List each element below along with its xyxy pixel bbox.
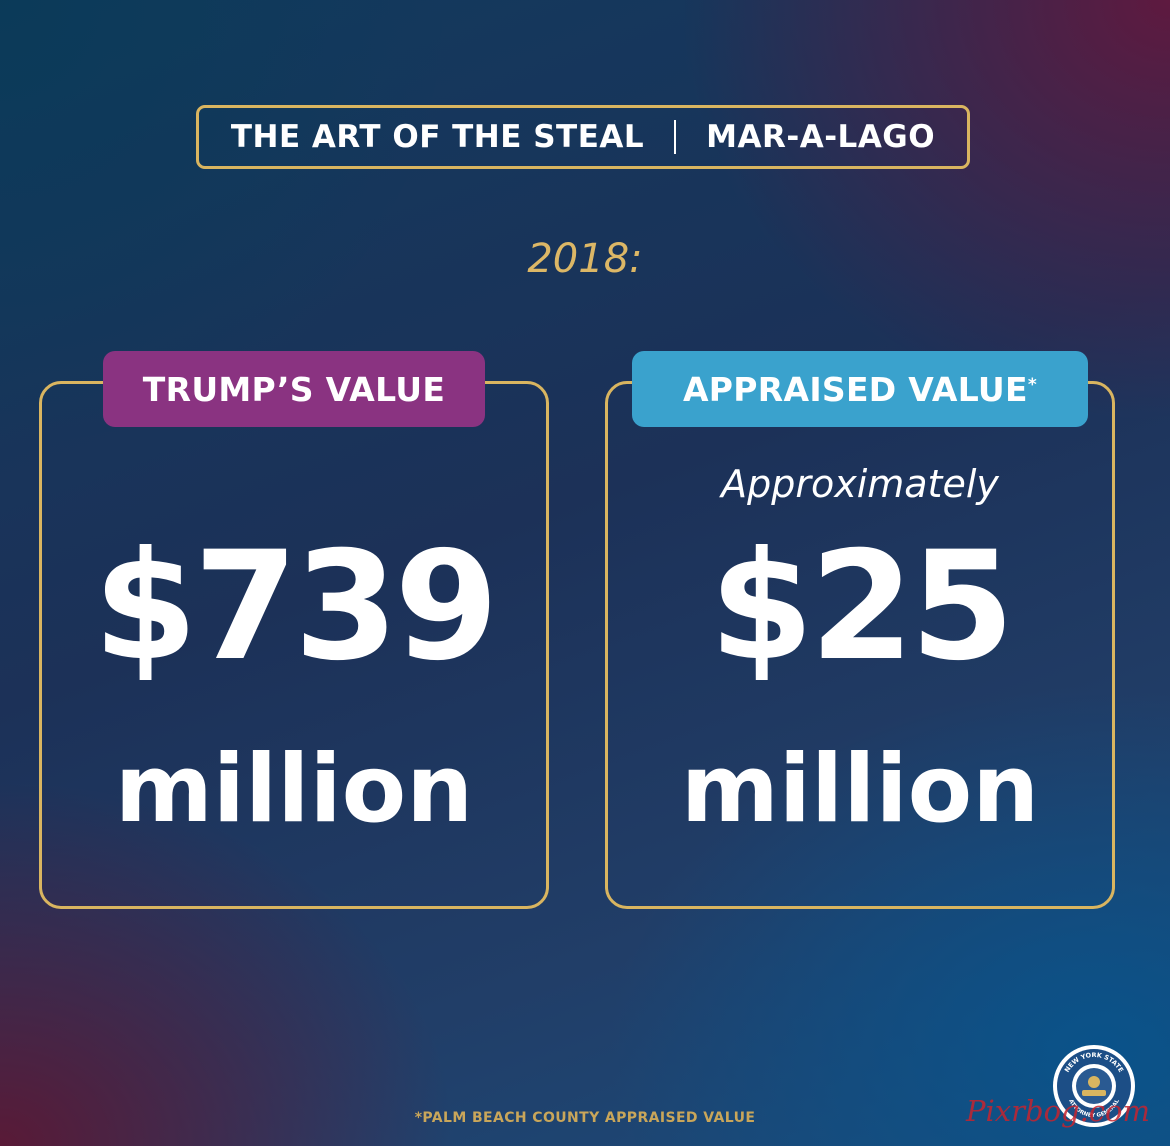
appraised-value-tag: APPRAISED VALUE * <box>632 351 1088 427</box>
footnote: *PALM BEACH COUNTY APPRAISED VALUE <box>414 1110 756 1126</box>
trump-value-amount: $739 <box>93 520 498 694</box>
appraised-value-unit: million <box>680 735 1040 844</box>
watermark: Pixrbog.com <box>966 1094 1151 1128</box>
trump-value-unit: million <box>114 735 474 844</box>
approximately-label: Approximately <box>721 462 999 506</box>
trump-value-tag-label: TRUMP’S VALUE <box>142 369 446 409</box>
appraised-value-tag-mark: * <box>1027 375 1038 395</box>
year-label: 2018: <box>527 236 643 282</box>
header-banner: THE ART OF THE STEAL MAR-A-LAGO <box>196 105 970 169</box>
trump-value-tag: TRUMP’S VALUE <box>103 351 485 427</box>
header-divider <box>674 120 677 154</box>
appraised-value-tag-label: APPRAISED VALUE <box>682 369 1028 409</box>
ny-seal-icon: NEW YORK STATE ATTORNEY GENERAL <box>1053 1045 1135 1127</box>
header-title-right: MAR-A-LAGO <box>706 119 936 155</box>
appraised-value-amount: $25 <box>709 520 1014 694</box>
header-title-left: THE ART OF THE STEAL <box>230 119 645 155</box>
